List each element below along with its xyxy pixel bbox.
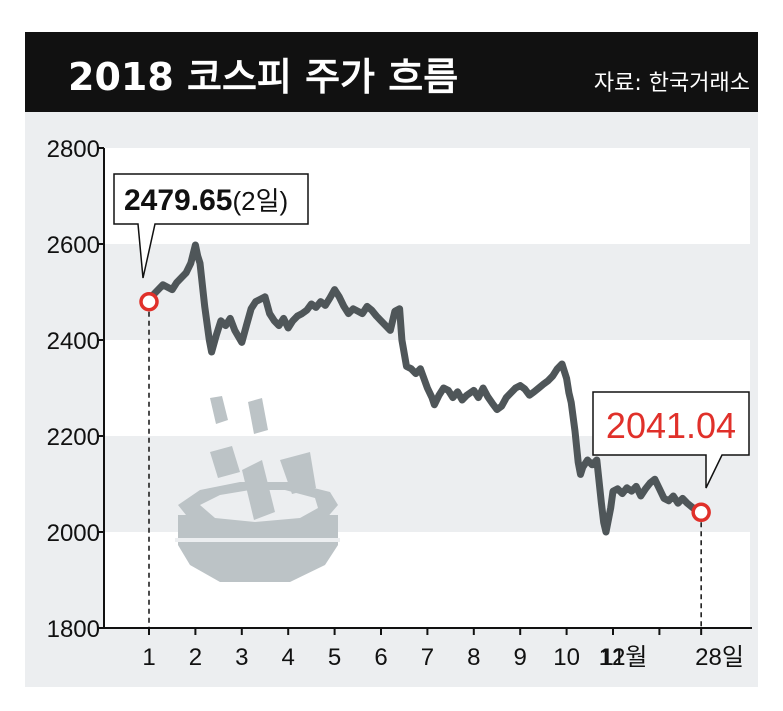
x-tick-label: 7 [421,644,434,671]
start-marker [139,292,159,312]
start-callout: 2479.65(2일) [113,173,309,279]
end-callout-box [592,391,750,489]
y-axis: 2800 2600 2400 2200 2000 1800 [47,136,105,643]
chart-title: 2018 코스피 주가 흐름 [68,55,458,99]
y-tick-label: 2800 [47,136,100,163]
x-tick-label: 2 [189,644,202,671]
rice-cake-steamer-icon [175,396,340,582]
source-label: 자료: 한국거래소 [594,71,750,96]
markers [139,292,711,523]
x-tick-label: 12월 [599,644,648,671]
start-callout-text: 2479.65(2일) [124,184,288,217]
y-tick-label: 2400 [47,328,100,355]
x-tick-label: 3 [235,644,248,671]
x-tick-label: 28일 [695,644,744,671]
x-tick-label: 9 [514,644,527,671]
y-tick-label: 1800 [47,616,100,643]
x-tick-label: 4 [282,644,295,671]
header-bar [25,32,758,112]
x-tick-label: 11 [601,644,626,671]
x-tick-label: 1 [142,644,155,671]
start-value: 2479.65 [124,184,232,217]
x-tick-label: 5 [328,644,341,671]
end-marker [691,502,711,523]
start-note: (2일) [232,186,288,216]
x-tick-label: 8 [467,644,480,671]
end-value: 2041.04 [606,405,736,446]
x-tick-label: 10 [553,644,580,671]
y-tick-label: 2200 [47,424,100,451]
grid-bands [104,148,750,628]
x-tick-label: 6 [374,644,387,671]
y-tick-label: 2600 [47,232,100,259]
kospi-series-path [145,241,705,536]
start-callout-box [113,173,309,279]
series-line [145,241,705,536]
end-callout: 2041.04 [592,391,750,489]
y-tick-label: 2000 [47,520,100,547]
